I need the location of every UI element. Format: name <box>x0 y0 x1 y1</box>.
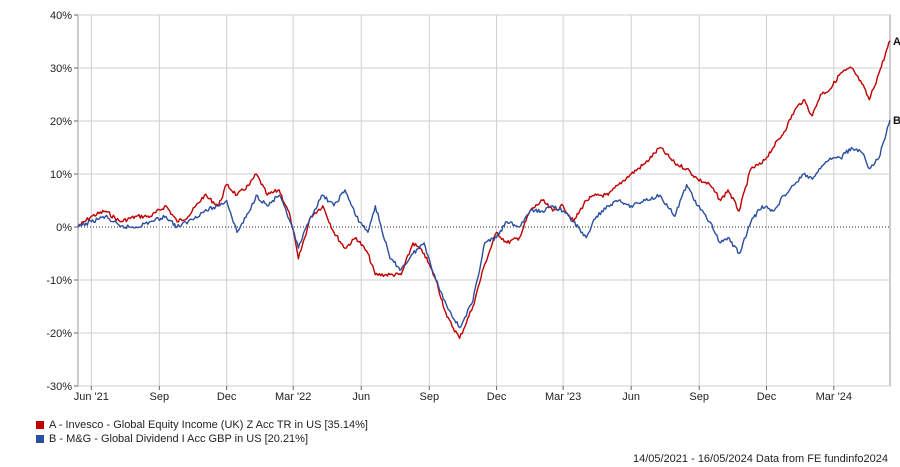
series-end-label-a: A <box>893 36 900 48</box>
legend-item-b: B - M&G - Global Dividend I Acc GBP in U… <box>36 432 368 446</box>
legend-swatch-b <box>36 435 44 443</box>
y-tick-label: 40% <box>50 10 72 22</box>
series-end-label-b: B <box>893 115 900 127</box>
y-tick-label: 0% <box>56 222 72 234</box>
series-line-b <box>77 119 891 329</box>
y-tick-label: 30% <box>50 63 72 75</box>
y-tick-label: 20% <box>50 116 72 128</box>
legend-label-b: B - M&G - Global Dividend I Acc GBP in U… <box>49 433 309 445</box>
x-tick-label: Mar '23 <box>545 391 581 403</box>
plot-area <box>77 14 891 387</box>
x-tick-label: Sep <box>150 391 170 403</box>
data-source-footer: 14/05/2021 - 16/05/2024 Data from FE fun… <box>632 453 888 465</box>
y-tick-label: -10% <box>46 275 72 287</box>
legend-item-a: A - Invesco - Global Equity Income (UK) … <box>36 418 368 432</box>
legend-swatch-a <box>36 421 44 429</box>
x-tick-label: Dec <box>487 391 507 403</box>
x-tick-label: Dec <box>217 391 237 403</box>
y-tick-label: 10% <box>50 169 72 181</box>
x-tick-label: Jun <box>622 391 640 403</box>
x-tick-label: Mar '24 <box>816 391 852 403</box>
x-tick-label: Jun '21 <box>74 391 109 403</box>
legend-label-a: A - Invesco - Global Equity Income (UK) … <box>49 419 368 431</box>
x-tick-label: Sep <box>419 391 439 403</box>
x-tick-label: Jun <box>352 391 370 403</box>
legend: A - Invesco - Global Equity Income (UK) … <box>36 418 368 446</box>
x-tick-label: Mar '22 <box>275 391 311 403</box>
y-tick-label: -30% <box>46 381 72 393</box>
y-tick-label: -20% <box>46 328 72 340</box>
x-tick-label: Dec <box>757 391 777 403</box>
x-tick-label: Sep <box>689 391 709 403</box>
series-line-a <box>77 40 891 339</box>
